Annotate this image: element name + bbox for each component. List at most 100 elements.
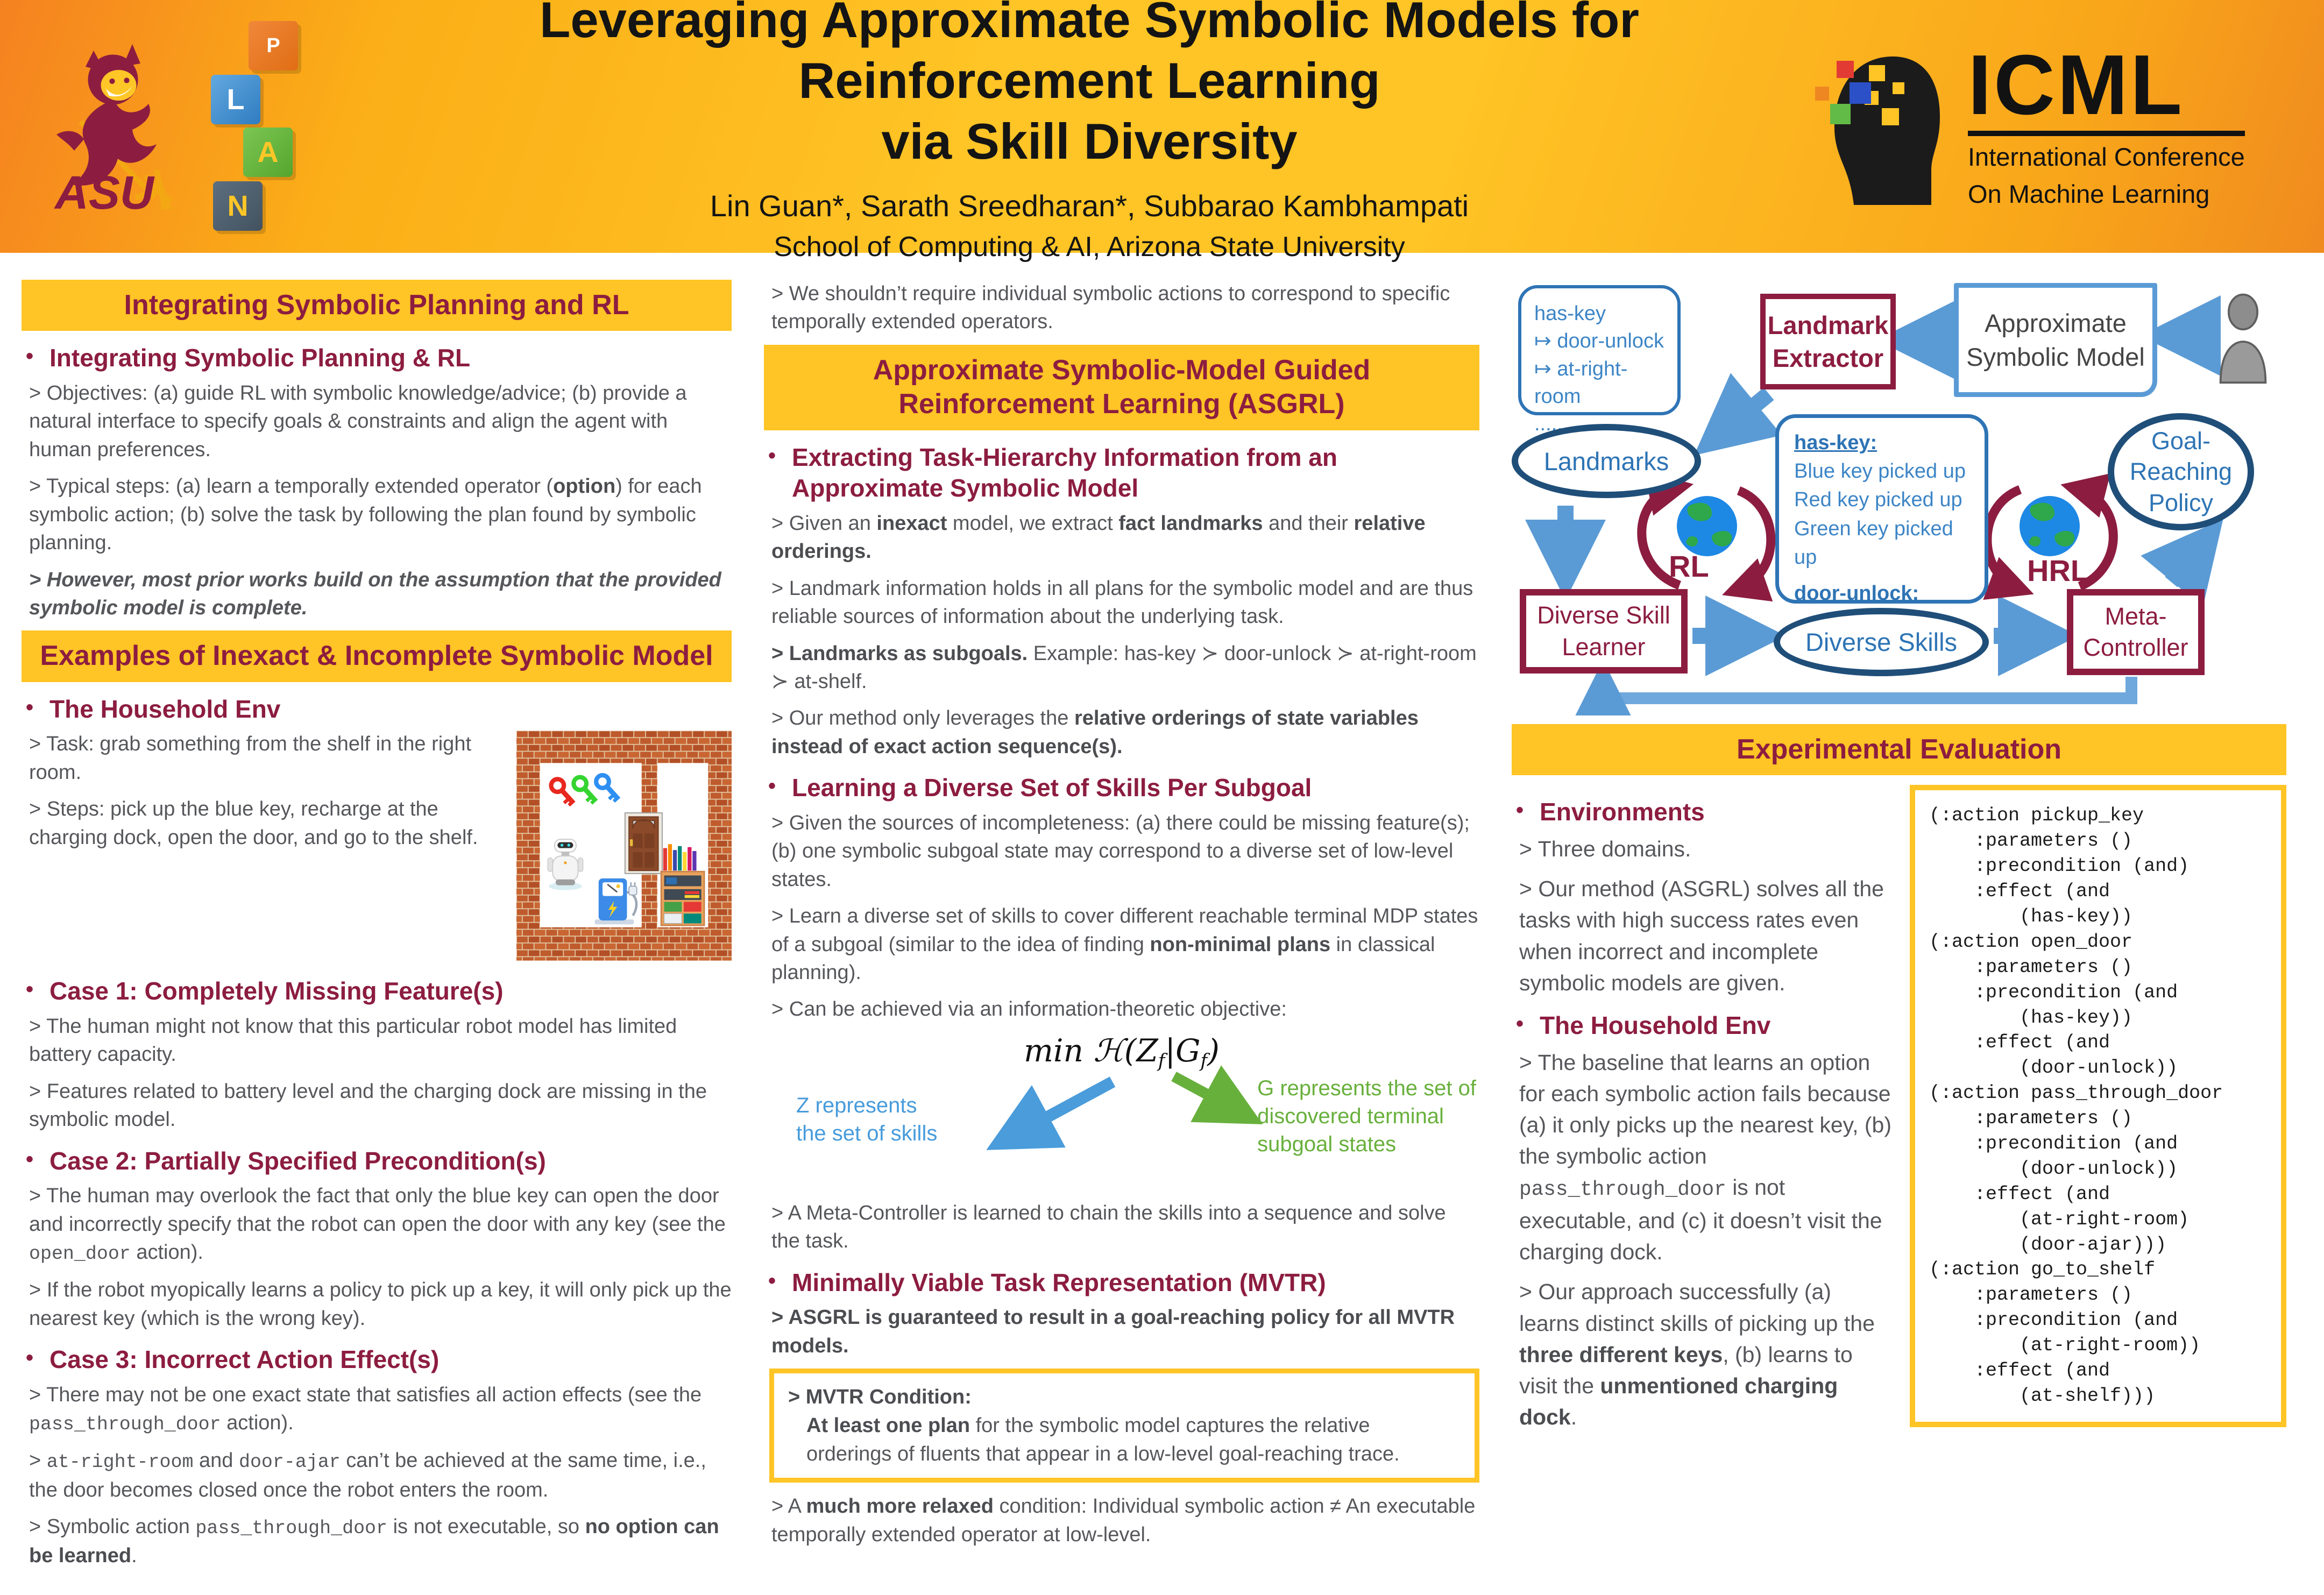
- arrow-meta-to-policy: [2141, 519, 2223, 607]
- objective-formula-block: min ℋ(Zf|Gf) Z represents the set of ski…: [764, 1032, 1479, 1194]
- paragraph-skills-1: > Given the sources of incompleteness: (…: [771, 811, 1470, 891]
- code-pass-through-door: pass_through_door: [29, 1414, 221, 1436]
- text-segment: and their: [1263, 512, 1354, 535]
- text-bold-landmarks-subgoals: > Landmarks as subgoals.: [771, 642, 1028, 665]
- red-key-icon: [549, 777, 576, 807]
- skillbox-door-unlock-header: door-unlock:: [1794, 582, 1919, 605]
- text-segment: action).: [221, 1412, 294, 1435]
- section-header-examples: Examples of Inexact & Incomplete Symboli…: [22, 630, 732, 682]
- household-row: > Task: grab something from the shelf in…: [29, 730, 732, 964]
- paragraph-case2-2: > If the robot myopically learns a polic…: [29, 1279, 732, 1330]
- text-segment: > The baseline that learns an option for…: [1519, 1050, 1891, 1169]
- poster-title-line1: Leveraging Approximate Symbolic Models f…: [539, 0, 1640, 109]
- paragraph-extract-2: > Landmark information holds in all plan…: [771, 577, 1473, 628]
- text-segment: > Symbolic action: [29, 1515, 196, 1538]
- bullet-case1: Case 1: Completely Missing Feature(s): [22, 976, 732, 1007]
- text-segment: >: [29, 1449, 47, 1472]
- paragraph-steps: > Steps: pick up the blue key, recharge …: [29, 798, 478, 849]
- bullet-household-env-right: The Household Env: [1512, 1010, 1896, 1041]
- bullet-household-env-right-title: The Household Env: [1540, 1011, 1771, 1040]
- text-bold-relative-orderings-2: relative orderings of state variables in…: [771, 707, 1419, 758]
- bullet-integrating-title: Integrating Symbolic Planning & RL: [49, 344, 471, 372]
- bullet-case2: Case 2: Partially Specified Precondition…: [22, 1146, 732, 1177]
- icml-text: ICML International Conference On Machine…: [1968, 42, 2245, 210]
- text-segment: ) for each symbolic action; (b) solve th…: [29, 475, 702, 555]
- bullet-environments: Environments: [1512, 797, 1896, 828]
- bullet-extracting-title: Extracting Task-Hierarchy Information fr…: [792, 443, 1337, 502]
- bullet-environments-title: Environments: [1540, 798, 1705, 826]
- paragraph-extract-1: > Given an inexact model, we extract fac…: [771, 509, 1479, 566]
- paragraph-extract-4: > Our method only leverages the relative…: [771, 704, 1479, 761]
- formula-annotation-arrows: [986, 1065, 1263, 1150]
- text-bold-inexact: inexact: [876, 512, 947, 535]
- diverse-skill-learner-box: Diverse Skill Learner: [1520, 589, 1688, 674]
- plan-blocks-icon: P L A N: [208, 21, 299, 232]
- text-segment: > Given an: [771, 512, 877, 535]
- formula-min: min: [1024, 1032, 1094, 1069]
- charging-dock-icon: [594, 878, 638, 925]
- meta-controller-box: Meta- Controller: [2067, 589, 2205, 675]
- text-bold-three-keys: three different keys: [1519, 1342, 1723, 1367]
- paragraph-case1-2: > Features related to battery level and …: [29, 1080, 707, 1131]
- asu-logo-block: ASU P L A N: [0, 21, 366, 232]
- bullet-extracting: Extracting Task-Hierarchy Information fr…: [764, 442, 1479, 504]
- skillbox-key-list: Blue key picked up Red key picked up Gre…: [1794, 460, 1966, 569]
- text-segment: > Our approach successfully (a) learns d…: [1519, 1279, 1875, 1336]
- door-icon: [624, 812, 663, 875]
- bullet-mvtr: Minimally Viable Task Representation (MV…: [764, 1267, 1479, 1299]
- skillbox-has-key-header: has-key:: [1794, 431, 1877, 454]
- paragraph-skills-4: > A Meta-Controller is learned to chain …: [771, 1201, 1446, 1253]
- household-env-illustration: [516, 731, 732, 961]
- approximate-symbolic-model-box: Approximate Symbolic Model: [1954, 283, 2157, 397]
- right-column: has-key ↦ door-unlock ↦ at-right-room ..…: [1512, 280, 2286, 1579]
- arrow-rl-cycle-left: [1637, 471, 1694, 590]
- text-bold-relative-orderings: relative orderings.: [771, 512, 1426, 563]
- mvtr-condition-box: > MVTR Condition: At least one plan for …: [769, 1369, 1479, 1483]
- diverse-skills-ellipse: Diverse Skills: [1774, 608, 1989, 676]
- paragraph-task: > Task: grab something from the shelf in…: [29, 733, 472, 784]
- text-bold-at-least-one-plan: At least one plan: [806, 1414, 970, 1437]
- icml-head-icon: [1815, 56, 1940, 205]
- paragraph-case2-1: > The human may overlook the fact that o…: [29, 1182, 732, 1267]
- rl-label: RL: [1669, 549, 1709, 583]
- affiliation: School of Computing & AI, Arizona State …: [774, 231, 1405, 263]
- text-segment: > Learn a diverse set of skills to cover…: [771, 905, 1478, 956]
- bullet-learning-skills-title: Learning a Diverse Set of Skills Per Sub…: [792, 774, 1312, 802]
- text-segment: .: [1570, 1405, 1577, 1430]
- paragraph-mvtr-1: > ASGRL is guaranteed to result in a goa…: [771, 1306, 1455, 1357]
- globe-icon-rl: [1677, 496, 1737, 556]
- text-segment: > A: [771, 1495, 806, 1518]
- hrl-label: HRL: [2027, 554, 2089, 587]
- asgrl-architecture-diagram: has-key ↦ door-unlock ↦ at-right-room ..…: [1512, 280, 2286, 715]
- paragraph-case3-2: > at-right-room and door-ajar can’t be a…: [29, 1447, 732, 1504]
- text-segment: condition: Individual symbolic action ≠ …: [771, 1495, 1476, 1546]
- paragraph-hh-2: > Our approach successfully (a) learns d…: [1519, 1276, 1896, 1433]
- pddl-code-box: (:action pickup_key :parameters () :prec…: [1910, 785, 2286, 1427]
- left-column: Integrating Symbolic Planning and RL Int…: [22, 280, 732, 1579]
- text-segment: and: [193, 1449, 239, 1472]
- bullet-case3: Case 3: Incorrect Action Effect(s): [22, 1344, 732, 1376]
- icml-wordmark: ICML: [1968, 42, 2245, 137]
- code-open-door: open_door: [29, 1244, 131, 1265]
- text-segment: is not executable, and (c) it doesn’t vi…: [1519, 1175, 1882, 1265]
- blue-key-icon: [594, 773, 621, 803]
- bullet-integrating: Integrating Symbolic Planning & RL: [22, 343, 732, 374]
- arrow-meta-feedback-to-learner: [1574, 660, 2137, 715]
- text-segment: can’t be achieved at the same time, i.e.…: [29, 1449, 706, 1501]
- text-bold-fact-landmarks: fact landmarks: [1118, 512, 1263, 535]
- globe-icon-hrl: [2020, 496, 2080, 556]
- goal-reaching-policy-ellipse: Goal- Reaching Policy: [2108, 413, 2254, 530]
- paragraph-skills-2: > Learn a diverse set of skills to cover…: [771, 902, 1479, 987]
- code-pass-through-door: pass_through_door: [195, 1518, 388, 1539]
- text-segment: > Typical steps: (a) learn a temporally …: [29, 475, 554, 498]
- arrow-rl-cycle-right: [1722, 486, 1776, 602]
- plan-block-p: P: [249, 21, 298, 70]
- paragraph-env-2: > Our method (ASGRL) solves all the task…: [1519, 876, 1884, 995]
- formula-sub-f: f: [1158, 1050, 1165, 1072]
- paragraph-typical-steps: > Typical steps: (a) learn a temporally …: [29, 472, 732, 557]
- text-bold-much-more-relaxed: much more relaxed: [806, 1495, 994, 1518]
- text-segment: , (b) learns to visit the: [1519, 1342, 1853, 1399]
- robot-icon: [547, 839, 584, 891]
- mvtr-condition-text: At least one plan for the symbolic model…: [806, 1412, 1461, 1468]
- arrow-hrl-cycle-left: [1982, 485, 2034, 600]
